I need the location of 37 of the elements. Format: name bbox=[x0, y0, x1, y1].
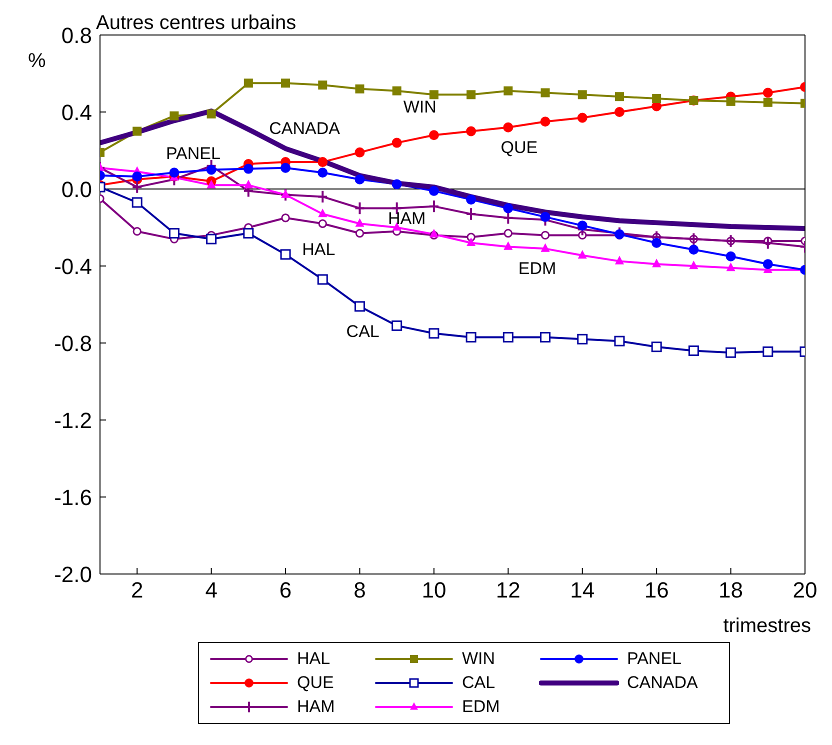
legend-label: HAM bbox=[297, 697, 335, 717]
y-tick-label: 0.4 bbox=[61, 100, 92, 125]
legend-label: HAL bbox=[297, 649, 330, 669]
legend-label: WIN bbox=[462, 649, 496, 669]
text: QUE bbox=[500, 138, 538, 157]
x-tick-label: 12 bbox=[496, 578, 520, 603]
legend-label: CAL bbox=[462, 673, 496, 693]
legend-label: EDM bbox=[462, 697, 500, 717]
y-tick-label: -0.4 bbox=[54, 254, 92, 279]
text: EDM bbox=[518, 259, 556, 278]
text: HAM bbox=[388, 208, 426, 228]
x-tick-label: 2 bbox=[130, 578, 144, 603]
y-tick-label: 0.0 bbox=[61, 176, 92, 202]
text: HAL bbox=[302, 240, 336, 260]
x-tick-label: 14 bbox=[570, 578, 595, 603]
legend-label: CANADA bbox=[627, 673, 698, 693]
x-tick-label: 20 bbox=[792, 578, 818, 603]
y-tick-label: -1.6 bbox=[54, 484, 92, 510]
legend-label: PANEL bbox=[627, 649, 682, 669]
chart-title: Autres centres urbains bbox=[96, 12, 296, 35]
text: PANEL bbox=[166, 144, 220, 164]
x-tick-label: 18 bbox=[718, 578, 744, 603]
legend-label: QUE bbox=[297, 673, 334, 693]
x-axis-title: trimestres bbox=[723, 615, 811, 637]
y-tick-label: -1.2 bbox=[54, 408, 92, 433]
y-tick-label: 0.8 bbox=[61, 22, 92, 48]
x-tick-label: 6 bbox=[279, 578, 292, 603]
text: CAL bbox=[346, 322, 380, 342]
x-tick-label: 16 bbox=[644, 578, 669, 603]
text: CANADA bbox=[269, 119, 340, 138]
x-tick-label: 4 bbox=[205, 578, 218, 603]
y-tick-label: -0.8 bbox=[54, 330, 92, 356]
x-tick-label: 8 bbox=[354, 578, 366, 603]
y-axis-title: % bbox=[28, 50, 46, 72]
y-tick-label: -2.0 bbox=[54, 562, 92, 587]
text: WIN bbox=[403, 97, 436, 116]
x-tick-label: 10 bbox=[422, 578, 446, 603]
